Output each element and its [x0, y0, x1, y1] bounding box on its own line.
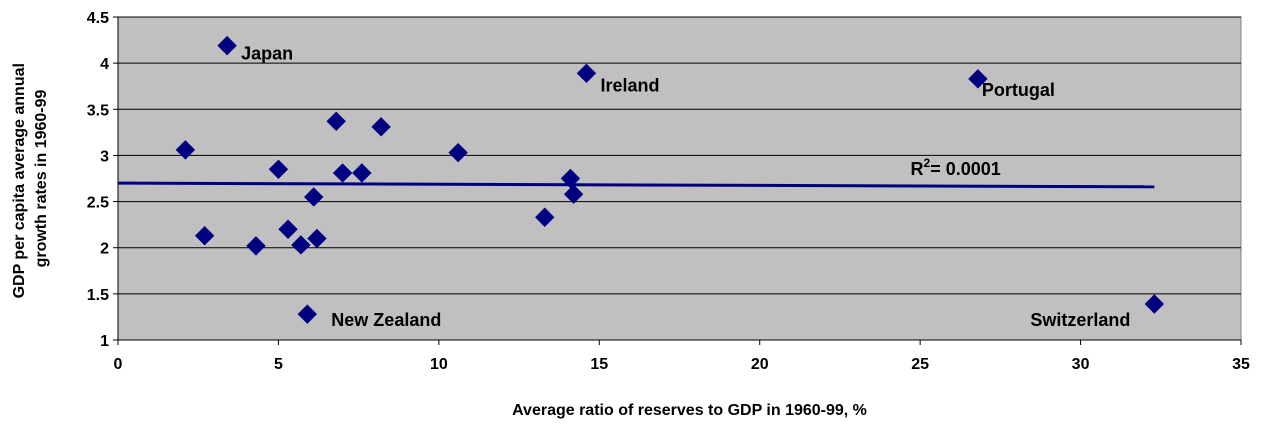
plot-area [117, 16, 1242, 341]
data-point [535, 207, 555, 227]
point-labels: Japan Ireland Portugal New Zealand Switzerla… [241, 44, 1130, 331]
y-tick-label: 1.5 [87, 287, 109, 304]
data-point [968, 69, 988, 89]
r-squared-base: R [911, 159, 924, 179]
data-point [246, 236, 266, 256]
y-tick-label: 4 [100, 56, 109, 73]
data-point [194, 226, 215, 246]
y-axis-title-line-2: growth rates in 1960-99 [33, 89, 50, 267]
data-point [332, 163, 353, 183]
x-axis-title: Average ratio of reserves to GDP in 1960… [512, 402, 867, 419]
data-point [576, 63, 597, 84]
data-point [291, 235, 311, 255]
x-tick-labels: 0 5 10 15 20 25 30 35 [114, 356, 1250, 373]
x-tick-label: 20 [751, 356, 769, 373]
r-squared-value: = 0.0001 [930, 159, 1001, 179]
data-point [563, 184, 584, 204]
data-point [175, 140, 196, 160]
y-tick-labels: 1 1.5 2 2.5 3 3.5 4 4.5 [87, 10, 109, 350]
x-tick-label: 35 [1232, 356, 1250, 373]
x-tick-label: 15 [590, 356, 608, 373]
point-label: Switzerland [1030, 310, 1130, 330]
y-tick-label: 2.5 [87, 195, 109, 212]
data-point [307, 228, 327, 249]
data-points [175, 35, 1165, 324]
point-label: Portugal [982, 80, 1055, 100]
data-point [278, 219, 298, 239]
y-axis-title: GDP per capita average annual growth rat… [11, 59, 50, 299]
point-label: Ireland [600, 75, 659, 95]
x-tick-label: 30 [1072, 356, 1090, 373]
data-point [304, 187, 324, 207]
y-tick-label: 3 [100, 148, 109, 165]
x-tick-label: 5 [274, 356, 283, 373]
y-tick-label: 4.5 [87, 10, 109, 27]
data-point [326, 111, 346, 131]
data-point [352, 163, 372, 183]
r-squared-annotation: R2= 0.0001 [911, 156, 1001, 179]
x-tick-label: 0 [114, 356, 123, 373]
y-tick-label: 3.5 [87, 102, 109, 119]
data-point [448, 142, 468, 163]
trendline [117, 181, 1155, 189]
data-point [1144, 294, 1165, 314]
data-point [560, 168, 581, 189]
data-point [268, 159, 289, 179]
y-axis-title-line-1: GDP per capita average annual [11, 63, 28, 298]
data-point [217, 35, 237, 56]
x-tick-label: 10 [430, 356, 448, 373]
axes [117, 17, 1242, 345]
x-tick-label: 25 [911, 356, 929, 373]
y-tick-label: 1 [100, 333, 109, 350]
point-label: New Zealand [331, 310, 441, 330]
data-point [297, 304, 318, 324]
point-label: Japan [241, 44, 293, 64]
r-squared-superscript: 2 [924, 156, 931, 170]
y-tick-label: 2 [100, 241, 109, 258]
data-point [371, 117, 391, 137]
